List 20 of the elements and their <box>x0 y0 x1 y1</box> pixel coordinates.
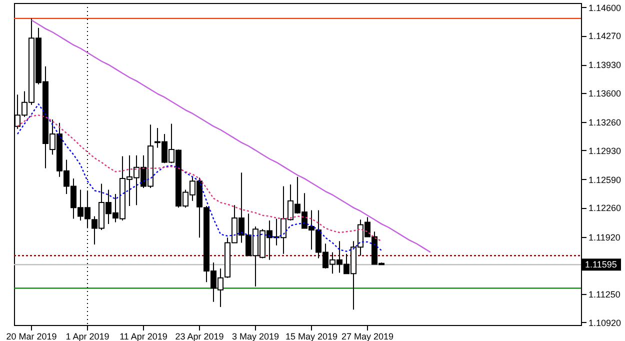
y-tick-label: 1.12930 <box>588 146 622 156</box>
y-tick-label: 1.10920 <box>588 318 622 328</box>
y-tick-label: 1.12590 <box>588 174 622 185</box>
y-tick-label: 1.13600 <box>588 88 622 98</box>
x-tick-label: 11 Apr 2019 <box>120 332 168 341</box>
x-tick-label: 15 May 2019 <box>285 332 338 341</box>
ref-line-label: 1.11595 <box>585 260 617 270</box>
y-tick-label: 1.13930 <box>588 60 622 70</box>
y-tick-label: 1.13260 <box>588 118 622 128</box>
x-tick-label: 3 May 2019 <box>232 332 280 341</box>
x-tick-label: 1 Apr 2019 <box>66 332 110 341</box>
y-tick-label: 1.14600 <box>588 2 622 13</box>
y-tick-label: 1.11920 <box>588 232 620 242</box>
y-tick-label: 1.12260 <box>588 203 622 214</box>
x-tick-label: 27 May 2019 <box>341 332 394 341</box>
line-series <box>30 20 432 253</box>
y-tick-label: 1.11250 <box>588 290 620 300</box>
x-tick-label: 23 Apr 2019 <box>175 332 224 341</box>
x-tick-label: 20 Mar 2019 <box>6 332 57 341</box>
y-tick-label: 1.14270 <box>588 31 622 42</box>
